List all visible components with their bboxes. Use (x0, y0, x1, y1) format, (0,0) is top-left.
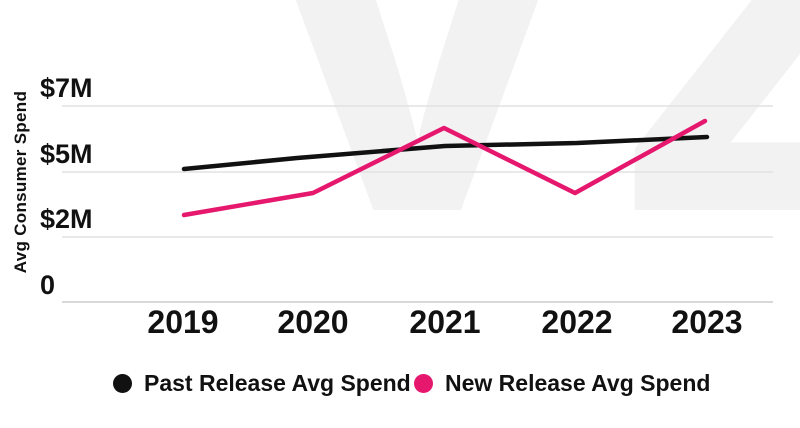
svg-text:VZ: VZ (217, 0, 800, 338)
